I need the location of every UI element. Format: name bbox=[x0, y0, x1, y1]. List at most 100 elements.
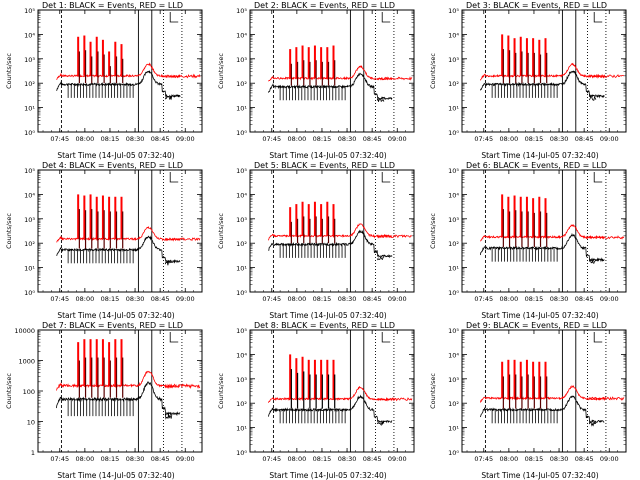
x-tick-label: 08:00 bbox=[287, 295, 306, 303]
x-tick-label: 08:00 bbox=[499, 135, 518, 143]
y-tick-label: 1 bbox=[31, 449, 35, 457]
chart-title: Det 6: BLACK = Events, RED = LLD bbox=[466, 161, 607, 170]
y-tick-label: 10³ bbox=[236, 216, 247, 224]
y-tick-label: 10⁴ bbox=[448, 31, 459, 39]
x-tick-label: 08:30 bbox=[338, 135, 357, 143]
y-axis-label: Counts/sec bbox=[5, 373, 13, 409]
events-series-line bbox=[480, 395, 605, 424]
chart-title: Det 9: BLACK = Events, RED = LLD bbox=[466, 321, 607, 330]
y-tick-label: 10³ bbox=[448, 56, 459, 64]
x-tick-label: 07:45 bbox=[474, 295, 493, 303]
y-tick-label: 10⁴ bbox=[448, 191, 459, 199]
plot-frame bbox=[249, 169, 415, 293]
plot-frame bbox=[249, 9, 415, 133]
x-tick-label: 08:15 bbox=[313, 455, 332, 463]
x-tick-label: 08:15 bbox=[525, 295, 544, 303]
x-tick-label: 09:00 bbox=[176, 295, 195, 303]
x-tick-label: 09:00 bbox=[600, 295, 619, 303]
lld-series-line bbox=[56, 225, 181, 243]
x-tick-label: 08:30 bbox=[338, 295, 357, 303]
events-tail-line bbox=[588, 420, 597, 427]
x-tick-label: 07:45 bbox=[262, 135, 281, 143]
x-tick-label: 08:45 bbox=[575, 135, 594, 143]
events-tail-line bbox=[588, 259, 596, 264]
y-axis-label: Counts/sec bbox=[429, 373, 437, 409]
lld-series-line bbox=[480, 384, 605, 403]
x-tick-label: 08:00 bbox=[75, 295, 94, 303]
x-tick-label: 08:15 bbox=[101, 295, 120, 303]
y-tick-label: 10⁴ bbox=[236, 31, 247, 39]
x-tick-label: 07:45 bbox=[262, 455, 281, 463]
chart-title: Det 5: BLACK = Events, RED = LLD bbox=[254, 161, 395, 170]
corner-bracket-mark bbox=[381, 12, 391, 23]
x-axis-label: Start Time (14-Jul-05 07:32:40) bbox=[481, 311, 598, 320]
y-tick-label: 10³ bbox=[448, 216, 459, 224]
corner-bracket-mark bbox=[169, 332, 179, 343]
y-tick-label: 10³ bbox=[24, 216, 35, 224]
x-tick-label: 09:00 bbox=[388, 295, 407, 303]
y-tick-label: 10⁰ bbox=[236, 129, 247, 137]
y-tick-label: 10⁴ bbox=[236, 191, 247, 199]
x-tick-label: 08:45 bbox=[151, 455, 170, 463]
x-tick-label: 09:00 bbox=[600, 135, 619, 143]
x-tick-label: 08:45 bbox=[363, 455, 382, 463]
events-tail-line bbox=[164, 260, 173, 266]
y-tick-label: 10¹ bbox=[448, 265, 459, 273]
x-tick-label: 08:00 bbox=[499, 455, 518, 463]
y-tick-label: 1000 bbox=[18, 358, 35, 366]
plot-frame bbox=[37, 9, 203, 133]
events-tail-line bbox=[376, 420, 385, 426]
x-axis-label: Start Time (14-Jul-05 07:32:40) bbox=[481, 471, 598, 480]
x-axis-label: Start Time (14-Jul-05 07:32:40) bbox=[57, 471, 174, 480]
y-axis-label: Counts/sec bbox=[5, 213, 13, 249]
x-tick-label: 07:45 bbox=[474, 455, 493, 463]
lld-tail-line bbox=[164, 237, 201, 242]
detector-panel-7: Det 7: BLACK = Events, RED = LLD Counts/s… bbox=[5, 321, 203, 480]
x-axis-label: Start Time (14-Jul-05 07:32:40) bbox=[57, 151, 174, 160]
y-tick-label: 10⁴ bbox=[24, 31, 35, 39]
y-tick-label: 10² bbox=[236, 240, 247, 248]
y-tick-label: 10³ bbox=[236, 376, 247, 384]
x-tick-label: 08:15 bbox=[525, 135, 544, 143]
chart-title: Det 8: BLACK = Events, RED = LLD bbox=[254, 321, 395, 330]
x-tick-label: 08:45 bbox=[575, 295, 594, 303]
plot-frame bbox=[461, 169, 627, 293]
y-tick-label: 10⁰ bbox=[236, 449, 247, 457]
y-tick-label: 10 bbox=[27, 419, 35, 427]
x-tick-label: 08:45 bbox=[151, 295, 170, 303]
x-tick-label: 08:15 bbox=[525, 455, 544, 463]
plot-frame bbox=[461, 9, 627, 133]
corner-bracket-mark bbox=[169, 172, 179, 183]
y-tick-label: 10⁴ bbox=[448, 351, 459, 359]
y-axis-label: Counts/sec bbox=[429, 53, 437, 89]
y-tick-label: 10⁵ bbox=[24, 7, 35, 15]
x-tick-label: 08:15 bbox=[101, 135, 120, 143]
x-tick-label: 07:45 bbox=[50, 295, 69, 303]
y-tick-label: 10¹ bbox=[236, 425, 247, 433]
y-tick-label: 10³ bbox=[24, 56, 35, 64]
y-tick-label: 10¹ bbox=[24, 265, 35, 273]
x-axis-label: Start Time (14-Jul-05 07:32:40) bbox=[269, 471, 386, 480]
detector-panel-6: Det 6: BLACK = Events, RED = LLD Counts/s… bbox=[429, 161, 627, 320]
lld-series-line bbox=[480, 62, 605, 81]
x-tick-label: 08:45 bbox=[363, 295, 382, 303]
lld-tail-line bbox=[376, 233, 412, 239]
x-tick-label: 08:30 bbox=[126, 295, 145, 303]
chart-title: Det 3: BLACK = Events, RED = LLD bbox=[466, 1, 607, 10]
y-tick-label: 10² bbox=[24, 80, 35, 88]
events-series-line bbox=[56, 235, 181, 264]
lld-series-line bbox=[56, 370, 181, 391]
x-tick-label: 09:00 bbox=[388, 455, 407, 463]
chart-title: Det 7: BLACK = Events, RED = LLD bbox=[42, 321, 183, 330]
lld-tail-line bbox=[588, 396, 625, 402]
y-tick-label: 10⁰ bbox=[24, 129, 35, 137]
y-tick-label: 10² bbox=[24, 240, 35, 248]
lld-tail-line bbox=[588, 235, 625, 240]
detector-panel-1: Det 1: BLACK = Events, RED = LLD Counts/s… bbox=[5, 1, 203, 160]
y-axis-label: Counts/sec bbox=[5, 53, 13, 89]
y-tick-label: 10³ bbox=[448, 376, 459, 384]
corner-bracket-mark bbox=[593, 332, 603, 343]
corner-bracket-mark bbox=[593, 12, 603, 23]
events-tail-line bbox=[588, 95, 597, 101]
lld-tail-line bbox=[377, 396, 413, 402]
